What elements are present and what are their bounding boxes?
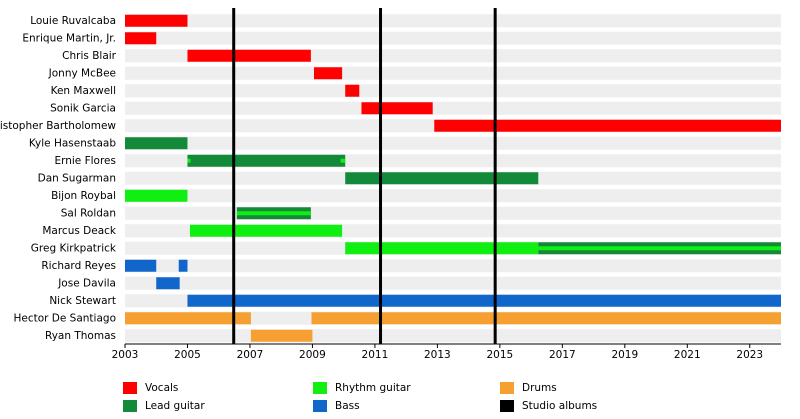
member-span	[125, 14, 188, 27]
member-label: Ken Maxwell	[51, 85, 116, 97]
row-band	[125, 259, 781, 273]
legend-label: Bass	[335, 400, 360, 412]
x-tick-label: 2019	[611, 349, 638, 361]
row-band	[125, 189, 781, 203]
legend-swatch	[500, 400, 514, 412]
member-label: Louie Ruvalcaba	[30, 15, 116, 27]
legend-label: Lead guitar	[145, 400, 205, 412]
member-label: Christopher Bartholomew	[0, 120, 116, 132]
member-label: Dan Sugarman	[38, 172, 116, 184]
legend-swatch	[313, 400, 327, 412]
row-band	[125, 66, 781, 80]
member-span	[340, 158, 346, 163]
member-span	[156, 277, 180, 290]
member-span	[250, 329, 313, 342]
member-span	[187, 154, 346, 167]
x-tick-label: 2005	[174, 349, 201, 361]
row-band	[125, 276, 781, 290]
legend-label: Drums	[522, 382, 557, 394]
x-tick-label: 2017	[549, 349, 576, 361]
row-band	[125, 206, 781, 220]
row-band	[125, 14, 781, 28]
member-span	[345, 242, 539, 255]
member-label: Greg Kirkpatrick	[31, 242, 117, 254]
member-label: Richard Reyes	[41, 260, 116, 272]
member-label: Bijon Roybal	[51, 190, 116, 202]
x-tick-label: 2003	[112, 349, 139, 361]
member-span	[434, 119, 781, 132]
member-span	[313, 67, 343, 80]
member-span	[187, 294, 781, 307]
row-band	[125, 31, 781, 45]
member-span	[311, 312, 781, 325]
member-label: Chris Blair	[62, 50, 117, 62]
member-label: Sonik Garcia	[50, 102, 116, 114]
member-span	[361, 102, 433, 115]
member-span	[236, 211, 311, 216]
member-span	[189, 224, 343, 237]
x-tick-label: 2023	[736, 349, 763, 361]
member-span	[125, 32, 157, 45]
member-span	[125, 259, 157, 272]
member-label: Jonny McBee	[48, 67, 116, 79]
legend-label: Rhythm guitar	[335, 382, 411, 394]
member-label: Sal Roldan	[61, 207, 116, 219]
member-label: Ernie Flores	[54, 155, 116, 167]
x-tick-label: 2007	[237, 349, 264, 361]
member-span	[125, 137, 188, 150]
x-tick-label: 2021	[674, 349, 701, 361]
x-tick-label: 2013	[424, 349, 451, 361]
member-span	[125, 189, 188, 202]
member-span	[538, 246, 781, 251]
member-label: Marcus Deack	[42, 225, 117, 237]
legend-swatch	[123, 400, 137, 412]
member-label: Jose Davila	[57, 277, 116, 289]
member-span	[345, 172, 539, 185]
row-band	[125, 84, 781, 98]
legend-swatch	[500, 382, 514, 394]
x-tick-label: 2009	[299, 349, 326, 361]
member-label: Nick Stewart	[49, 295, 116, 307]
legend-label: Vocals	[145, 382, 178, 394]
legend-swatch	[123, 382, 137, 394]
row-band	[125, 136, 781, 150]
member-label: Hector De Santiago	[13, 312, 116, 324]
legend-swatch	[313, 382, 327, 394]
row-band	[125, 329, 781, 343]
x-tick-label: 2015	[486, 349, 513, 361]
row-band	[125, 101, 781, 115]
member-label: Kyle Hasenstaab	[29, 137, 116, 149]
member-span	[178, 259, 188, 272]
member-label: Ryan Thomas	[45, 330, 116, 342]
legend-label: Studio albums	[522, 400, 597, 412]
member-span	[187, 158, 191, 163]
member-label: Enrique Martin, Jr.	[22, 32, 116, 44]
x-tick-label: 2011	[362, 349, 389, 361]
member-span	[125, 312, 251, 325]
member-span	[345, 84, 360, 97]
member-span	[187, 49, 311, 62]
